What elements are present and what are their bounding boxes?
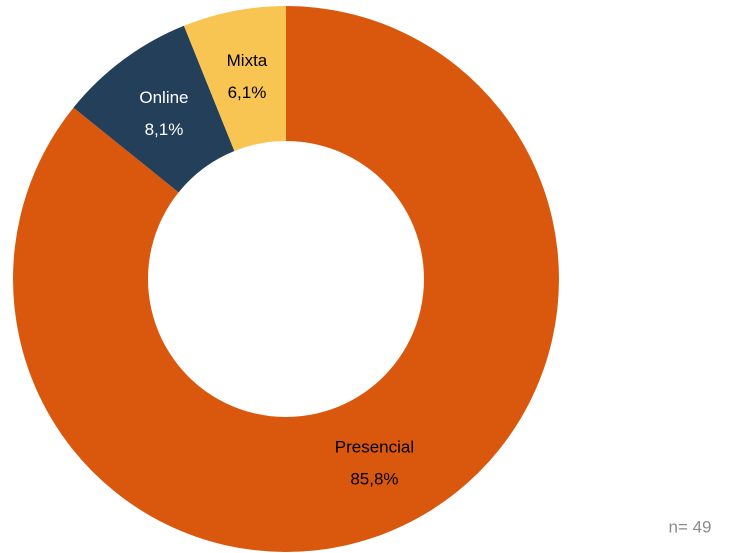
segment-value-label: 6,1% <box>228 83 267 102</box>
segment-label: Presencial <box>335 437 414 456</box>
sample-size-note: n= 49 <box>668 517 711 536</box>
segment-value-label: 8,1% <box>145 120 184 139</box>
donut-segment <box>183 6 286 152</box>
segment-label: Online <box>139 88 188 107</box>
segment-value-label: 85,8% <box>350 469 398 488</box>
segment-label: Mixta <box>227 51 268 70</box>
donut-segment <box>73 25 235 193</box>
donut-segment <box>12 6 559 552</box>
